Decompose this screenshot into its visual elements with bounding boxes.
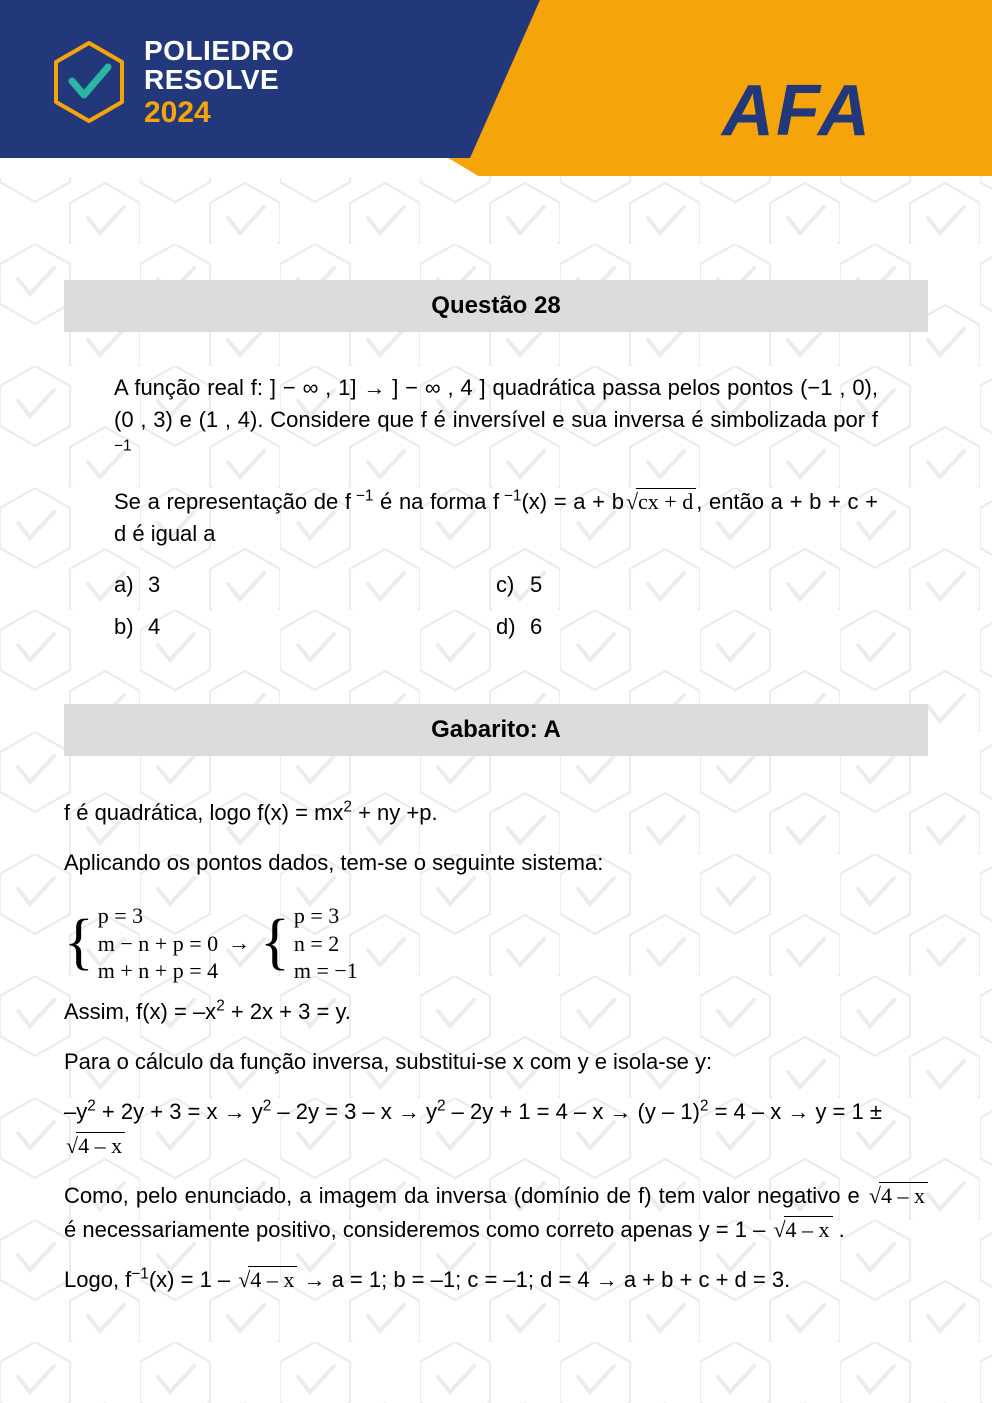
sys1-c: m + n + p = 4 bbox=[98, 957, 218, 985]
q-p2-b: é na forma f bbox=[373, 489, 499, 514]
brand-line-1: POLIEDRO bbox=[144, 36, 294, 65]
system-2: p = 3 n = 2 m = −1 bbox=[294, 902, 358, 985]
sys2-b: n = 2 bbox=[294, 930, 358, 958]
sys2-a: p = 3 bbox=[294, 902, 358, 930]
sol-l6a: Como, pelo enunciado, a imagem da invers… bbox=[64, 1183, 867, 1208]
brand-text: POLIEDRO RESOLVE 2024 bbox=[144, 36, 294, 128]
q-p2-sup1: −1 bbox=[351, 487, 373, 504]
sol-l5e: = 4 – x → y = 1 ± bbox=[708, 1099, 882, 1124]
question-title-bar: Questão 28 bbox=[64, 280, 928, 332]
q-p2-c: (x) = a + b bbox=[521, 489, 623, 514]
alt-a-value: 3 bbox=[148, 572, 160, 597]
alternatives-row-1: a)3 c)5 bbox=[114, 567, 878, 602]
sol-l3b: + 2x + 3 = y. bbox=[225, 999, 351, 1024]
alt-b-value: 4 bbox=[148, 614, 160, 639]
solution-body: f é quadrática, logo f(x) = mx2 + ny +p.… bbox=[64, 796, 928, 1297]
sol-l6c: . bbox=[833, 1217, 845, 1242]
sol-l5rad: 4 – x bbox=[76, 1132, 125, 1158]
sol-line-3: Assim, f(x) = –x2 + 2x + 3 = y. bbox=[64, 995, 928, 1029]
sys1-a: p = 3 bbox=[98, 902, 218, 930]
exam-title: AFA bbox=[722, 70, 872, 152]
sol-line-1: f é quadrática, logo f(x) = mx2 + ny +p. bbox=[64, 796, 928, 830]
content: Questão 28 A função real f: ] − ∞ , 1] →… bbox=[0, 190, 992, 1353]
answer-title-bar: Gabarito: A bbox=[64, 704, 928, 756]
sol-l6rad2: 4 – x bbox=[784, 1216, 833, 1242]
sqrt-icon: cx + d bbox=[624, 486, 696, 518]
hex-check-logo bbox=[52, 41, 126, 123]
question-paragraph-2: Se a representação de f −1 é na forma f … bbox=[114, 486, 878, 550]
sol-l1b: + ny +p. bbox=[352, 800, 438, 825]
sol-line-4: Para o cálculo da função inversa, substi… bbox=[64, 1045, 928, 1079]
left-brace-1: { bbox=[64, 915, 94, 971]
sol-l7c: → a = 1; b = –1; c = –1; d = 4 → a + b +… bbox=[297, 1267, 790, 1292]
alt-d-value: 6 bbox=[530, 614, 542, 639]
sol-line-7: Logo, f−1(x) = 1 – 4 – x → a = 1; b = –1… bbox=[64, 1263, 928, 1297]
sys1-b: m − n + p = 0 bbox=[98, 930, 218, 958]
sys2-c: m = −1 bbox=[294, 957, 358, 985]
sol-line-5: –y2 + 2y + 3 = x → y2 – 2y = 3 – x → y2 … bbox=[64, 1095, 928, 1163]
alt-c-value: 5 bbox=[530, 572, 542, 597]
brand-year: 2024 bbox=[144, 97, 294, 129]
q-p1-sup: −1 bbox=[114, 437, 132, 454]
system-1: p = 3 m − n + p = 0 m + n + p = 4 bbox=[98, 902, 218, 985]
arrow-icon: → bbox=[228, 926, 250, 960]
brand-block: POLIEDRO RESOLVE 2024 bbox=[52, 36, 294, 128]
sol-l1a: f é quadrática, logo f(x) = mx bbox=[64, 800, 343, 825]
sol-l6rad: 4 – x bbox=[879, 1182, 928, 1208]
alternative-d: d)6 bbox=[496, 609, 878, 644]
page: POLIEDRO RESOLVE 2024 AFA Questão 28 A f… bbox=[0, 0, 992, 1403]
question-paragraph-1: A função real f: ] − ∞ , 1] → ] − ∞ , 4 … bbox=[114, 372, 878, 468]
q-p2-rad: cx + d bbox=[636, 488, 696, 514]
header: POLIEDRO RESOLVE 2024 AFA bbox=[0, 0, 992, 190]
q-p1-text: A função real f: ] − ∞ , 1] → ] − ∞ , 4 … bbox=[114, 375, 878, 432]
question-body: A função real f: ] − ∞ , 1] → ] − ∞ , 4 … bbox=[64, 372, 928, 644]
sol-l5a: –y bbox=[64, 1099, 87, 1124]
alternatives-row-2: b)4 d)6 bbox=[114, 609, 878, 644]
sol-l7a: Logo, f bbox=[64, 1267, 131, 1292]
alternative-c: c)5 bbox=[496, 567, 878, 602]
alternative-b: b)4 bbox=[114, 609, 496, 644]
sqrt-icon-3: 4 – x bbox=[867, 1179, 928, 1213]
sol-l5d: – 2y + 1 = 4 – x → (y – 1) bbox=[446, 1099, 700, 1124]
sol-line-6: Como, pelo enunciado, a imagem da invers… bbox=[64, 1179, 928, 1247]
equation-system: { p = 3 m − n + p = 0 m + n + p = 4 → { … bbox=[64, 902, 358, 985]
sol-line-2: Aplicando os pontos dados, tem-se o segu… bbox=[64, 846, 928, 880]
alternative-a: a)3 bbox=[114, 567, 496, 602]
left-brace-2: { bbox=[260, 915, 290, 971]
sol-l5b: + 2y + 3 = x → y bbox=[96, 1099, 263, 1124]
sqrt-icon-2: 4 – x bbox=[64, 1129, 125, 1163]
sol-l5c: – 2y = 3 – x → y bbox=[271, 1099, 437, 1124]
q-p2-sup2: −1 bbox=[499, 487, 521, 504]
sqrt-icon-4: 4 – x bbox=[771, 1213, 832, 1247]
sol-l7b: (x) = 1 – bbox=[149, 1267, 236, 1292]
sqrt-icon-5: 4 – x bbox=[236, 1263, 297, 1297]
sol-l6b: é necessariamente positivo, consideremos… bbox=[64, 1217, 771, 1242]
brand-line-2: RESOLVE bbox=[144, 65, 294, 94]
sol-l7rad: 4 – x bbox=[248, 1266, 297, 1292]
sol-l3a: Assim, f(x) = –x bbox=[64, 999, 216, 1024]
q-p2-a: Se a representação de f bbox=[114, 489, 351, 514]
